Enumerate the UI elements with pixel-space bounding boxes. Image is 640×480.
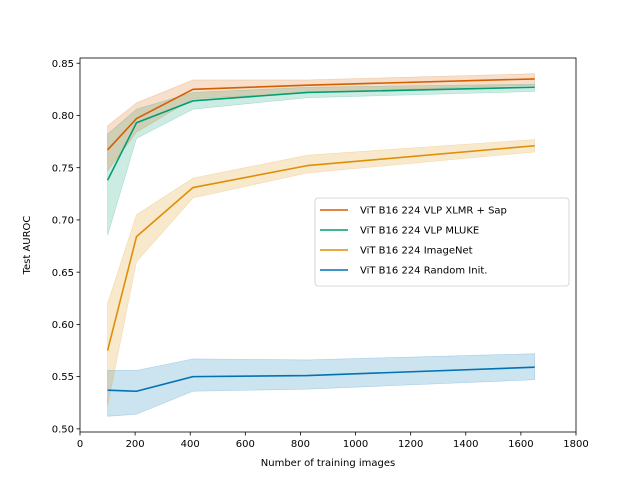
y-tick-label-0.70: 0.70	[52, 216, 74, 227]
plot-frame	[79, 57, 577, 433]
legend-label-4: ViT B16 224 Random Init.	[360, 266, 487, 277]
y-tick-label-0.80: 0.80	[52, 111, 74, 122]
y-tick-label-0.75: 0.75	[52, 163, 74, 174]
band-series-3	[107, 139, 535, 406]
legend-label-2: ViT B16 224 VLP MLUKE	[360, 226, 479, 237]
x-axis: 0 200 400 600 800 1000 1200 1400 1600 1800	[77, 432, 589, 450]
band-series-4	[107, 353, 535, 417]
y-tick-label-0.50: 0.50	[52, 424, 74, 435]
x-tick-label-1800: 1800	[563, 439, 588, 450]
band-series-1	[107, 73, 535, 172]
x-tick-label-800: 800	[291, 439, 310, 450]
y-tick-label-0.60: 0.60	[52, 320, 74, 331]
legend-label-1: ViT B16 224 VLP XLMR + Sap	[360, 206, 507, 217]
y-axis-label: Test AUROC	[22, 216, 33, 276]
legend-box	[314, 197, 570, 287]
x-axis-label: Number of training images	[261, 458, 395, 469]
band-series-2	[107, 83, 535, 236]
y-tick-label-0.65: 0.65	[52, 268, 74, 279]
y-axis: 0.50 0.55 0.60 0.65 0.70 0.75 0.80 0.85	[52, 59, 80, 435]
legend-label-3: ViT B16 224 ImageNet	[360, 246, 473, 257]
series-lines	[106, 78, 535, 393]
confidence-bands	[107, 73, 535, 417]
x-tick-label-1600: 1600	[508, 439, 533, 450]
x-tick-label-200: 200	[126, 439, 145, 450]
x-tick-label-400: 400	[181, 439, 200, 450]
x-tick-label-1000: 1000	[343, 439, 368, 450]
x-tick-label-1200: 1200	[398, 439, 423, 450]
y-tick-label-0.55: 0.55	[52, 372, 74, 383]
legend: ViT B16 224 VLP XLMR + Sap ViT B16 224 VL…	[314, 197, 570, 287]
x-tick-label-0: 0	[77, 439, 83, 450]
x-tick-label-600: 600	[236, 439, 255, 450]
x-tick-label-1400: 1400	[453, 439, 478, 450]
y-tick-label-0.85: 0.85	[52, 59, 74, 70]
